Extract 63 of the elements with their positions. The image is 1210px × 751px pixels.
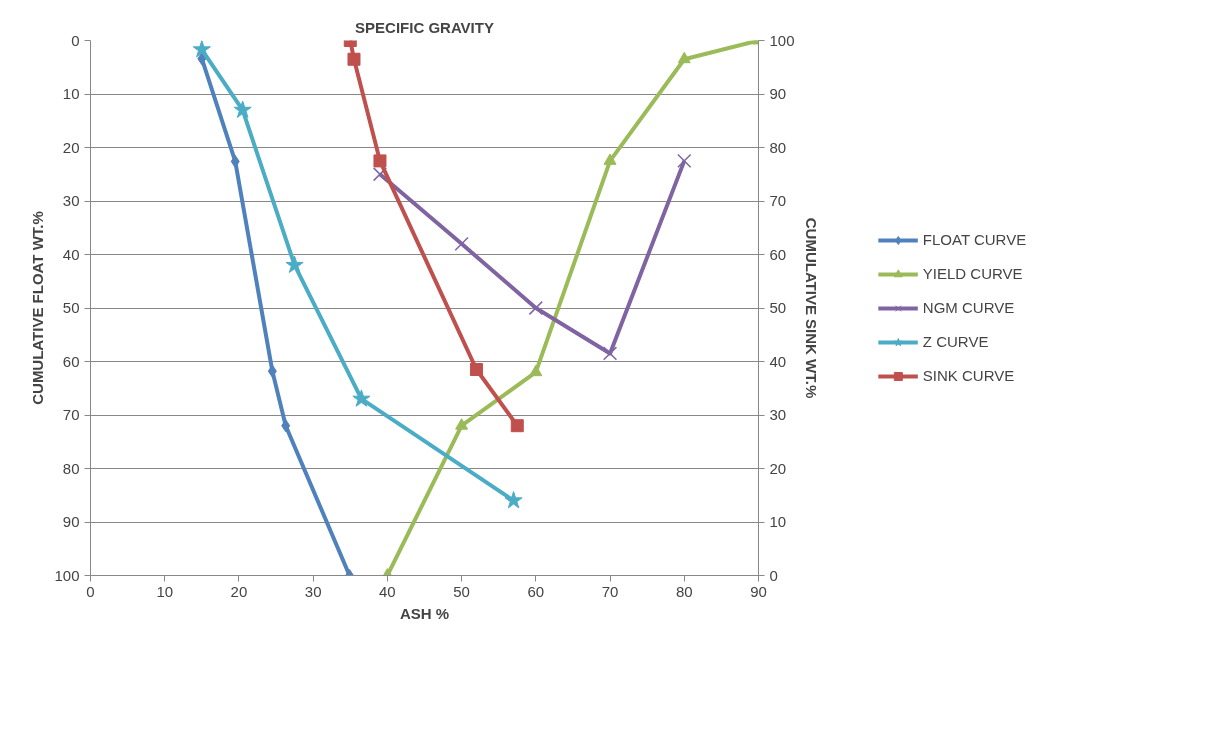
x-tick-label: 80 [675, 582, 693, 600]
point [285, 255, 304, 273]
y-axis-title: CUMULATIVE FLOAT WT.% [29, 211, 47, 405]
y2-tick-label: 90 [769, 85, 787, 102]
y-tick-label: 80 [62, 459, 80, 477]
legend-label: FLOAT CURVE [922, 231, 1027, 248]
point [233, 100, 252, 118]
y2-tick-label: 40 [769, 352, 787, 370]
point [352, 389, 371, 407]
legend-label: NGM CURVE [922, 299, 1015, 316]
point [529, 364, 543, 377]
point [267, 364, 277, 378]
point [454, 236, 469, 251]
x-tick-label: 0 [86, 582, 95, 600]
point [455, 418, 469, 430]
x-tick-label: 90 [750, 582, 767, 600]
x-axis-title: ASH % [399, 604, 450, 622]
point [281, 419, 291, 433]
chart-title: SPECIFIC GRAVITY [355, 18, 494, 36]
point [528, 300, 543, 316]
y2-tick-label: 30 [769, 406, 787, 423]
x-tick-label: 40 [379, 582, 396, 600]
y2-tick-label: 10 [769, 513, 787, 530]
y-tick-label: 70 [62, 406, 80, 423]
y2-tick-label: 80 [769, 138, 787, 156]
y-tick-label: 20 [62, 138, 80, 156]
y2-tick-label: 50 [769, 299, 787, 316]
x-tick-label: 50 [453, 582, 470, 600]
y2-axis-title: CUMULATIVE SINK WT.% [802, 217, 820, 399]
y-tick-label: 10 [62, 85, 80, 102]
point [373, 154, 387, 168]
point [197, 52, 207, 66]
y-tick-label: 100 [54, 566, 80, 584]
point [603, 153, 617, 165]
y-tick-label: 0 [71, 31, 80, 49]
y2-tick-label: 70 [769, 192, 787, 209]
x-tick-label: 30 [304, 582, 322, 600]
x-tick-label: 70 [601, 582, 619, 600]
y2-tick-label: 0 [769, 566, 778, 584]
point [677, 51, 691, 64]
y2-tick-label: 60 [769, 245, 787, 263]
point [192, 40, 211, 58]
x-tick-label: 20 [230, 582, 248, 600]
y-tick-label: 30 [62, 192, 80, 209]
y2-tick-label: 20 [769, 459, 787, 477]
point [504, 491, 523, 509]
point [347, 52, 361, 66]
legend-label: Z CURVE [922, 333, 989, 350]
y2-tick-label: 100 [769, 31, 795, 49]
point [372, 167, 388, 182]
point [510, 419, 524, 433]
point [469, 363, 483, 377]
point [230, 154, 240, 168]
y-tick-label: 90 [62, 513, 80, 530]
x-tick-label: 60 [527, 582, 545, 600]
legend-label: SINK CURVE [922, 367, 1015, 384]
legend-label: YIELD CURVE [922, 265, 1023, 282]
point [677, 153, 692, 168]
y-tick-label: 50 [62, 299, 80, 316]
x-tick-label: 10 [156, 582, 174, 600]
y-tick-label: 40 [62, 245, 80, 263]
y-tick-label: 60 [62, 352, 80, 370]
point [602, 346, 618, 361]
